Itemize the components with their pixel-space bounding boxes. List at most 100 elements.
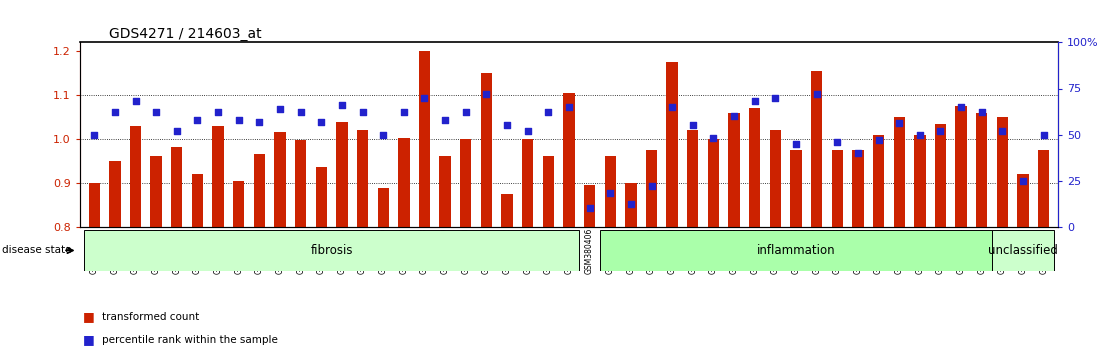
Bar [213,126,224,227]
Bar [646,150,657,227]
Point [271,106,289,112]
Point [581,205,598,211]
Point [787,141,804,147]
Bar [728,113,740,227]
Point [291,110,309,115]
Bar [295,140,306,227]
Point [540,110,557,115]
Text: transformed count: transformed count [102,312,199,322]
Bar [440,156,451,227]
Bar [275,132,286,227]
Point [664,104,681,110]
Bar [378,188,389,227]
Point [911,132,929,137]
Point [126,98,144,104]
Point [1014,178,1032,183]
Point [394,110,412,115]
Bar [110,161,121,227]
Text: GDS4271 / 214603_at: GDS4271 / 214603_at [109,28,261,41]
Point [891,121,909,126]
Point [478,91,495,97]
Bar [336,122,348,227]
Point [643,183,660,189]
Bar [522,139,533,227]
Point [416,95,433,101]
Bar [130,126,141,227]
Bar [997,117,1008,227]
Bar [625,183,637,227]
Point [437,117,454,122]
Point [602,190,619,196]
Point [188,117,206,122]
Point [849,150,866,156]
Bar [84,230,579,271]
Point [1035,132,1053,137]
Point [726,113,743,119]
Bar [233,181,245,227]
Point [560,104,577,110]
Bar [460,139,471,227]
Bar [89,183,100,227]
Point [829,139,847,145]
Bar [1038,150,1049,227]
Point [456,110,474,115]
Bar [667,62,678,227]
Point [147,110,165,115]
Point [250,119,268,125]
Point [106,110,124,115]
Point [168,128,186,134]
Bar [563,93,575,227]
Bar [151,156,162,227]
Bar [599,230,992,271]
Bar [254,154,265,227]
Point [334,102,351,108]
Text: unclassified: unclassified [988,244,1058,257]
Point [353,110,371,115]
Point [684,122,701,128]
Bar [708,139,719,227]
Point [932,128,950,134]
Bar [1017,174,1028,227]
Bar [790,150,802,227]
Bar [914,135,925,227]
Bar [419,51,430,227]
Point [499,122,516,128]
Bar [992,230,1054,271]
Bar [811,71,822,227]
Bar [935,124,946,227]
Bar [770,130,781,227]
Point [229,117,247,122]
Point [746,98,763,104]
Bar [171,147,183,227]
Text: percentile rank within the sample: percentile rank within the sample [102,335,278,345]
Point [994,128,1012,134]
Point [85,132,103,137]
Bar [543,156,554,227]
Point [622,202,639,207]
Point [209,110,227,115]
Bar [316,167,327,227]
Point [705,135,722,141]
Bar [832,150,843,227]
Text: disease state: disease state [2,245,72,256]
Point [973,110,991,115]
Bar [749,108,760,227]
Point [375,132,392,137]
Text: fibrosis: fibrosis [310,244,352,257]
Bar [192,174,203,227]
Point [870,137,888,143]
Point [952,104,970,110]
Bar [481,73,492,227]
Bar [584,185,595,227]
Bar [955,106,967,227]
Bar [357,130,368,227]
Bar [687,130,698,227]
Bar [605,156,616,227]
Point [808,91,825,97]
Bar [976,113,987,227]
Point [519,128,536,134]
Bar [893,117,905,227]
Bar [398,138,410,227]
Text: ■: ■ [83,310,95,323]
Bar [873,135,884,227]
